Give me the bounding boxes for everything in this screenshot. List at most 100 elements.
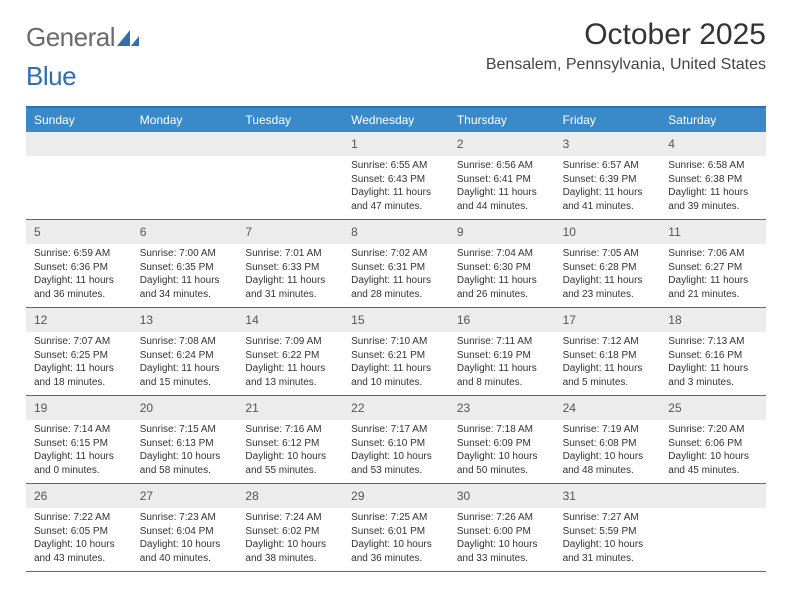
day-line: and 47 minutes.: [351, 200, 441, 214]
daynum-row: 31: [555, 484, 661, 508]
daynum-row: .: [237, 132, 343, 156]
daynum-row: 16: [449, 308, 555, 332]
day-cell: 2 Sunrise: 6:56 AMSunset: 6:41 PMDaylight…: [449, 132, 555, 219]
day-body: Sunrise: 7:22 AMSunset: 6:05 PMDaylight:…: [26, 508, 132, 571]
day-line: and 8 minutes.: [457, 376, 547, 390]
day-line: Sunset: 6:31 PM: [351, 261, 441, 275]
day-line: Sunrise: 6:58 AM: [668, 159, 758, 173]
day-number: 5: [34, 225, 41, 239]
daynum-row: 26: [26, 484, 132, 508]
day-body: [132, 156, 238, 165]
day-cell: .: [660, 484, 766, 571]
day-number: 14: [245, 313, 258, 327]
day-cell: 30Sunrise: 7:26 AMSunset: 6:00 PMDayligh…: [449, 484, 555, 571]
daynum-row: 29: [343, 484, 449, 508]
day-line: Sunset: 6:08 PM: [563, 437, 653, 451]
day-line: Sunset: 6:22 PM: [245, 349, 335, 363]
day-body: Sunrise: 7:24 AMSunset: 6:02 PMDaylight:…: [237, 508, 343, 571]
day-line: Sunrise: 7:24 AM: [245, 511, 335, 525]
day-body: Sunrise: 7:09 AMSunset: 6:22 PMDaylight:…: [237, 332, 343, 395]
day-body: Sunrise: 7:00 AMSunset: 6:35 PMDaylight:…: [132, 244, 238, 307]
day-cell: 5Sunrise: 6:59 AMSunset: 6:36 PMDaylight…: [26, 220, 132, 307]
brand-general: General: [26, 22, 115, 52]
week-row: 19Sunrise: 7:14 AMSunset: 6:15 PMDayligh…: [26, 396, 766, 484]
day-cell: 16Sunrise: 7:11 AMSunset: 6:19 PMDayligh…: [449, 308, 555, 395]
day-line: Daylight: 10 hours: [563, 450, 653, 464]
day-line: and 33 minutes.: [457, 552, 547, 566]
day-line: and 34 minutes.: [140, 288, 230, 302]
day-number: 28: [245, 489, 258, 503]
day-number: 17: [563, 313, 576, 327]
daynum-row: 6: [132, 220, 238, 244]
day-cell: 22 Sunrise: 7:17 AMSunset: 6:10 PMDayligh…: [343, 396, 449, 483]
day-line: Sunrise: 7:18 AM: [457, 423, 547, 437]
day-number: 22: [351, 401, 364, 415]
day-line: Sunset: 6:41 PM: [457, 173, 547, 187]
calendar: Sunday Monday Tuesday Wednesday Thursday…: [26, 106, 766, 572]
day-number: 27: [140, 489, 153, 503]
day-body: Sunrise: 7:11 AMSunset: 6:19 PMDaylight:…: [449, 332, 555, 395]
day-line: Daylight: 11 hours: [351, 186, 441, 200]
brand-blue: Blue: [26, 61, 76, 91]
daynum-row: 19: [26, 396, 132, 420]
day-cell: .: [237, 132, 343, 219]
day-cell: 18Sunrise: 7:13 AMSunset: 6:16 PMDayligh…: [660, 308, 766, 395]
day-line: Daylight: 11 hours: [563, 362, 653, 376]
day-body: Sunrise: 7:17 AMSunset: 6:10 PMDaylight:…: [343, 420, 449, 483]
day-line: Sunset: 6:01 PM: [351, 525, 441, 539]
day-cell: 13Sunrise: 7:08 AMSunset: 6:24 PMDayligh…: [132, 308, 238, 395]
day-line: Sunset: 6:27 PM: [668, 261, 758, 275]
day-line: Sunrise: 7:16 AM: [245, 423, 335, 437]
day-line: and 21 minutes.: [668, 288, 758, 302]
day-cell: 6Sunrise: 7:00 AMSunset: 6:35 PMDaylight…: [132, 220, 238, 307]
day-number: 20: [140, 401, 153, 415]
day-line: Daylight: 10 hours: [140, 538, 230, 552]
day-number: 23: [457, 401, 470, 415]
day-line: Sunrise: 7:05 AM: [563, 247, 653, 261]
day-cell: 23 Sunrise: 7:18 AMSunset: 6:09 PMDayligh…: [449, 396, 555, 483]
day-line: Sunrise: 7:10 AM: [351, 335, 441, 349]
day-body: Sunrise: 6:56 AMSunset: 6:41 PMDaylight:…: [449, 156, 555, 219]
daynum-row: 24: [555, 396, 661, 420]
day-number: 2: [457, 137, 464, 151]
day-line: Daylight: 10 hours: [563, 538, 653, 552]
day-line: and 0 minutes.: [34, 464, 124, 478]
day-number: 15: [351, 313, 364, 327]
day-line: and 18 minutes.: [34, 376, 124, 390]
day-line: Sunset: 6:33 PM: [245, 261, 335, 275]
day-line: Sunrise: 7:11 AM: [457, 335, 547, 349]
daynum-row: 18: [660, 308, 766, 332]
day-line: and 53 minutes.: [351, 464, 441, 478]
day-number: 24: [563, 401, 576, 415]
day-number: 7: [245, 225, 252, 239]
day-line: Sunset: 6:06 PM: [668, 437, 758, 451]
daynum-row: 4: [660, 132, 766, 156]
day-body: Sunrise: 7:14 AMSunset: 6:15 PMDaylight:…: [26, 420, 132, 483]
day-line: Sunrise: 7:09 AM: [245, 335, 335, 349]
day-body: Sunrise: 7:27 AMSunset: 5:59 PMDaylight:…: [555, 508, 661, 571]
day-line: Daylight: 10 hours: [245, 538, 335, 552]
day-line: Sunset: 6:18 PM: [563, 349, 653, 363]
day-line: Sunset: 6:02 PM: [245, 525, 335, 539]
day-body: Sunrise: 7:12 AMSunset: 6:18 PMDaylight:…: [555, 332, 661, 395]
day-line: Sunrise: 7:08 AM: [140, 335, 230, 349]
day-cell: 24Sunrise: 7:19 AMSunset: 6:08 PMDayligh…: [555, 396, 661, 483]
day-line: Daylight: 10 hours: [457, 450, 547, 464]
day-line: and 50 minutes.: [457, 464, 547, 478]
day-cell: 1Sunrise: 6:55 AMSunset: 6:43 PMDaylight…: [343, 132, 449, 219]
daynum-row: 13: [132, 308, 238, 332]
day-line: Daylight: 10 hours: [351, 450, 441, 464]
day-body: [237, 156, 343, 165]
day-cell: 7Sunrise: 7:01 AMSunset: 6:33 PMDaylight…: [237, 220, 343, 307]
dayname-thursday: Thursday: [449, 108, 555, 132]
day-body: Sunrise: 7:10 AMSunset: 6:21 PMDaylight:…: [343, 332, 449, 395]
day-line: Daylight: 11 hours: [668, 274, 758, 288]
daynum-row: .: [26, 132, 132, 156]
day-body: Sunrise: 7:16 AMSunset: 6:12 PMDaylight:…: [237, 420, 343, 483]
day-line: Sunrise: 7:22 AM: [34, 511, 124, 525]
day-line: Sunset: 6:19 PM: [457, 349, 547, 363]
day-cell: 20Sunrise: 7:15 AMSunset: 6:13 PMDayligh…: [132, 396, 238, 483]
day-line: Sunrise: 6:55 AM: [351, 159, 441, 173]
day-line: Sunset: 6:09 PM: [457, 437, 547, 451]
day-body: Sunrise: 7:02 AMSunset: 6:31 PMDaylight:…: [343, 244, 449, 307]
